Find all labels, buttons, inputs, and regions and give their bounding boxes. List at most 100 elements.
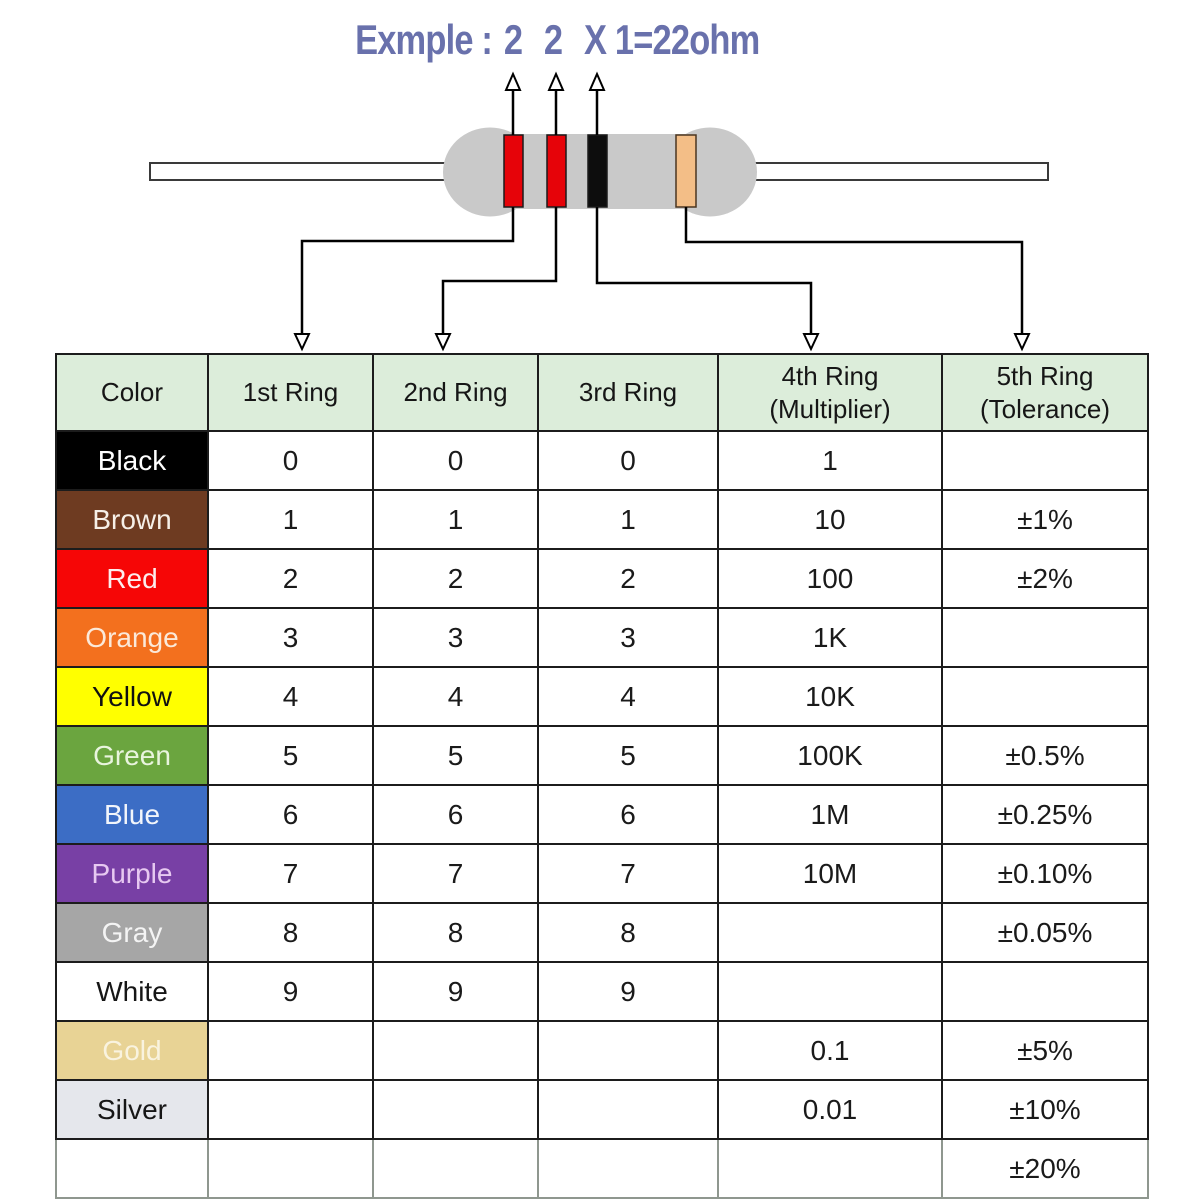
resistor-diagram (149, 71, 1049, 352)
table-row-brown: Brown 1 1 1 10 ±1% (55, 489, 1149, 550)
connector-band2-to-ring2 (441, 207, 558, 334)
up-arrows (504, 71, 606, 135)
table-row-black: Black 0 0 0 1 (55, 430, 1149, 491)
color-name-cell: Blue (55, 784, 209, 845)
color-name-cell: Yellow (55, 666, 209, 727)
column-header-tolerance: 5th Ring (Tolerance) (941, 353, 1149, 432)
band-1-red-icon (503, 134, 524, 208)
column-header-label: 2nd Ring (403, 377, 508, 408)
color-name-cell: White (55, 961, 209, 1022)
value-cell-ring3: 4 (537, 666, 719, 727)
value-cell-ring3 (537, 1020, 719, 1081)
value-cell-ring3: 1 (537, 489, 719, 550)
value-cell-ring3: 3 (537, 607, 719, 668)
table-row-purple: Purple 7 7 7 10M ±0.10% (55, 843, 1149, 904)
value-cell-multiplier: 1 (717, 430, 943, 491)
color-name-cell: Red (55, 548, 209, 609)
table-row-silver: Silver 0.01 ±10% (55, 1079, 1149, 1140)
color-name-cell: Purple (55, 843, 209, 904)
value-cell-ring2: 8 (372, 902, 539, 963)
value-cell-ring3: 9 (537, 961, 719, 1022)
value-cell-ring2 (372, 1138, 539, 1199)
column-header-color: Color (55, 353, 209, 432)
column-header-label: 3rd Ring (578, 377, 678, 408)
value-cell-tolerance (941, 430, 1149, 491)
down-arrow-2-head-icon (434, 333, 452, 352)
down-arrow-4-head-icon (1013, 333, 1031, 352)
value-cell-ring2: 6 (372, 784, 539, 845)
example-title-prefix: Exmple : (355, 16, 493, 63)
table-row-gold: Gold 0.1 ±5% (55, 1020, 1149, 1081)
value-cell-ring1: 1 (207, 489, 374, 550)
column-header-subtitle: (Tolerance) (979, 393, 1111, 424)
color-name-cell: Black (55, 430, 209, 491)
value-cell-ring2: 1 (372, 489, 539, 550)
value-cell-ring3: 5 (537, 725, 719, 786)
value-cell-ring3: 0 (537, 430, 719, 491)
column-header-multiplier: 4th Ring (Multiplier) (717, 353, 943, 432)
up-arrow-2-head-icon (547, 71, 565, 91)
column-header-label: Color (100, 377, 164, 408)
color-name-cell: Gold (55, 1020, 209, 1081)
column-header-label: 5th Ring (996, 361, 1094, 391)
band-2-red-icon (546, 134, 567, 208)
column-header-ring2: 2nd Ring (372, 353, 539, 432)
down-connectors (293, 207, 1031, 352)
value-cell-ring1 (207, 1138, 374, 1199)
table-row-white: White 9 9 9 (55, 961, 1149, 1022)
color-name-cell: Orange (55, 607, 209, 668)
color-name-cell: Green (55, 725, 209, 786)
example-multiplier-result: X 1 =22ohm (584, 16, 760, 64)
value-cell-multiplier: 0.1 (717, 1020, 943, 1081)
example-result: =22ohm (633, 16, 760, 63)
value-cell-tolerance: ±5% (941, 1020, 1149, 1081)
value-cell-ring1: 4 (207, 666, 374, 727)
down-arrow-3-head-icon (802, 333, 820, 352)
value-cell-tolerance (941, 666, 1149, 727)
value-cell-ring1: 3 (207, 607, 374, 668)
color-code-table: Color 1st Ring 2nd Ring 3rd Ring 4th Ring (Mu… (55, 353, 1149, 1199)
value-cell-tolerance: ±2% (941, 548, 1149, 609)
table-row-gray: Gray 8 8 8 ±0.05% (55, 902, 1149, 963)
value-cell-ring1: 6 (207, 784, 374, 845)
band-3-black-icon (587, 134, 608, 208)
table-row-blue: Blue 6 6 6 1M ±0.25% (55, 784, 1149, 845)
column-header-label: 4th Ring (781, 361, 879, 391)
color-table-body: Black 0 0 0 1 Brown 1 1 1 10 ±1% Red 2 2 2 100 ±2% Orange… (55, 430, 1149, 1199)
value-cell-multiplier: 10K (717, 666, 943, 727)
value-cell-ring2: 3 (372, 607, 539, 668)
value-cell-multiplier (717, 902, 943, 963)
color-name-cell: Brown (55, 489, 209, 550)
value-cell-ring2: 7 (372, 843, 539, 904)
value-cell-ring2: 9 (372, 961, 539, 1022)
value-cell-multiplier: 1K (717, 607, 943, 668)
table-row-yellow: Yellow 4 4 4 10K (55, 666, 1149, 727)
down-arrow-1-head-icon (293, 333, 311, 352)
connector-band1-to-ring1 (300, 207, 515, 334)
value-cell-ring2: 0 (372, 430, 539, 491)
value-cell-multiplier: 1M (717, 784, 943, 845)
value-cell-ring1: 0 (207, 430, 374, 491)
connector-band4-to-tolerance (684, 207, 1024, 334)
example-digit-2: 2 (543, 16, 563, 63)
value-cell-tolerance (941, 961, 1149, 1022)
value-cell-tolerance: ±0.25% (941, 784, 1149, 845)
value-cell-tolerance: ±1% (941, 489, 1149, 550)
value-cell-ring1: 2 (207, 548, 374, 609)
column-header-subtitle: (Multiplier) (769, 393, 891, 424)
value-cell-ring3: 8 (537, 902, 719, 963)
table-header-row: Color 1st Ring 2nd Ring 3rd Ring 4th Ring (Mu… (55, 353, 1149, 432)
table-row-orange: Orange 3 3 3 1K (55, 607, 1149, 668)
value-cell-ring3 (537, 1138, 719, 1199)
up-arrow-1-head-icon (504, 71, 522, 91)
table-row-green: Green 5 5 5 100K ±0.5% (55, 725, 1149, 786)
value-cell-ring1: 9 (207, 961, 374, 1022)
example-digit-1: 2 (503, 16, 523, 63)
value-cell-ring3: 6 (537, 784, 719, 845)
table-row-red: Red 2 2 2 100 ±2% (55, 548, 1149, 609)
example-multiplier: X 1 (584, 16, 634, 63)
value-cell-tolerance: ±0.5% (941, 725, 1149, 786)
value-cell-multiplier: 10 (717, 489, 943, 550)
value-cell-ring3: 2 (537, 548, 719, 609)
